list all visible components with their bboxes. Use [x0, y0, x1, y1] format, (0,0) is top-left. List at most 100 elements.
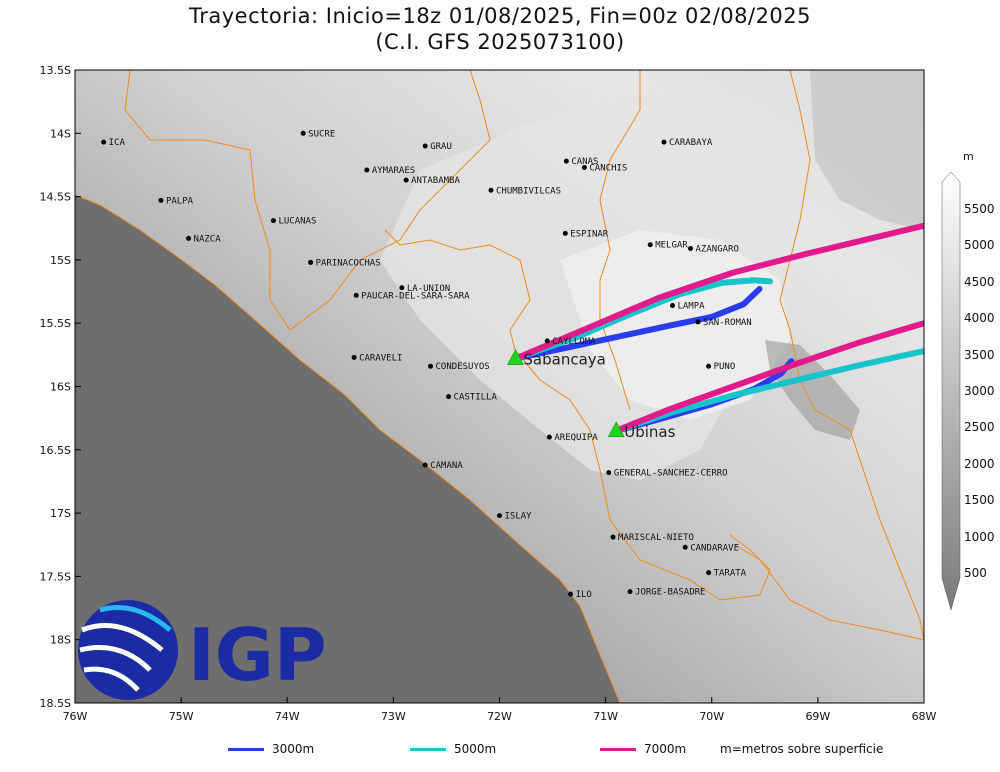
lat-tick-label: 15S — [50, 254, 71, 267]
place-marker — [422, 143, 428, 149]
place-marker — [497, 513, 502, 519]
place-marker — [546, 434, 552, 440]
lat-tick-label: 16S — [50, 381, 71, 394]
place-label: SUCRE — [308, 129, 335, 139]
place-label: PUNO — [714, 362, 736, 372]
igp-logo: IGP — [78, 600, 327, 700]
lat-tick-label: 18S — [50, 634, 71, 647]
lat-tick-label: 15.5S — [40, 317, 71, 330]
place-label: TARATA — [714, 569, 747, 579]
colorbar-label: 5000 — [964, 238, 995, 253]
place-marker — [353, 292, 359, 298]
place-marker — [270, 218, 276, 224]
place-label: CAMANA — [430, 461, 463, 471]
place-marker — [610, 534, 616, 540]
lon-tick-label: 73W — [381, 710, 406, 723]
trajectory-ubinas-7000m — [613, 320, 924, 434]
place-marker — [581, 164, 587, 170]
place-marker — [446, 394, 452, 400]
lat-tick-label: 14S — [50, 127, 71, 140]
place-label: GRAU — [430, 142, 452, 152]
colorbar-label: 4500 — [964, 274, 995, 289]
lat-tick-label: 18.5S — [40, 697, 71, 710]
map-subtitle: (C.I. GFS 2025073100) — [375, 30, 625, 54]
department-boundary — [124, 70, 491, 331]
place-marker — [399, 285, 405, 291]
lat-tick-label: 16.5S — [40, 444, 71, 457]
colorbar-label: 5500 — [964, 202, 995, 216]
place-label: MARISCAL-NIETO — [618, 533, 694, 543]
department-boundary — [384, 229, 771, 601]
place-marker — [488, 187, 494, 193]
place-marker — [364, 167, 370, 173]
place-label: CARABAYA — [669, 138, 713, 148]
place-label: PARINACOCHAS — [316, 258, 381, 268]
place-marker — [422, 462, 428, 468]
volcanoes-layer: Sabancaya Ubinas — [507, 349, 676, 441]
lat-tick-label: 14.5S — [40, 191, 71, 204]
axis-ticks: 76W 75W 74W 73W 72W 71W 70W 69W 68W 13.5S 14S 14.5S… — [40, 64, 937, 723]
place-label: CANDARAVE — [690, 543, 739, 553]
place-label: NAZCA — [194, 234, 222, 244]
place-marker — [351, 354, 357, 360]
volcano-icon — [607, 421, 625, 438]
place-marker — [647, 242, 653, 248]
place-label: CASTILLA — [454, 393, 498, 403]
place-label: LA-UNION — [407, 284, 450, 294]
legend-item-7000: 7000m — [600, 742, 686, 756]
place-label: PAUCAR-DEL-SARA-SARA — [361, 291, 470, 301]
place-marker — [562, 230, 568, 236]
place-label: ESPINAR — [570, 229, 609, 239]
place-marker — [428, 363, 434, 369]
place-marker — [669, 302, 675, 308]
place-marker — [627, 589, 633, 595]
colorbar-label: 1500 — [964, 493, 995, 508]
legend-line — [410, 748, 446, 751]
place-marker — [688, 246, 694, 252]
place-marker — [682, 544, 688, 550]
colorbar-label: 3500 — [964, 347, 995, 362]
place-label: ANTABAMBA — [411, 176, 460, 186]
lon-tick-label: 69W — [805, 710, 830, 723]
lon-tick-label: 70W — [699, 710, 724, 723]
place-label: ILO — [576, 590, 592, 600]
place-label: CANAS — [571, 157, 598, 167]
lon-tick-label: 75W — [169, 710, 194, 723]
place-marker — [606, 470, 612, 476]
colorbar-label: 500 — [964, 566, 987, 580]
colorbar-unit: m — [963, 150, 974, 163]
place-label: PALPA — [166, 196, 194, 206]
volcano-label: Ubinas — [624, 423, 675, 441]
place-marker — [186, 235, 192, 241]
lon-tick-label: 71W — [593, 710, 618, 723]
volcano-label: Sabancaya — [523, 351, 605, 369]
colorbar-label: 2000 — [964, 456, 995, 471]
lon-tick-label: 68W — [912, 710, 937, 723]
trajectory-sabancaya-7000m — [512, 222, 924, 362]
trajectory-sabancaya-3000m — [512, 286, 763, 362]
place-label: GENERAL-SANCHEZ-CERRO — [614, 469, 728, 479]
colorbar-label: 1000 — [964, 529, 995, 544]
lat-tick-label: 17.5S — [40, 570, 71, 583]
trajectories-layer — [512, 222, 924, 434]
place-marker — [544, 338, 550, 344]
lat-tick-label: 17S — [50, 507, 71, 520]
place-label: ICA — [109, 138, 126, 148]
eastern-lowlands — [810, 70, 924, 230]
place-marker — [568, 591, 574, 597]
lon-tick-label: 76W — [63, 710, 88, 723]
colorbar-label: 3000 — [964, 384, 995, 398]
place-marker — [706, 570, 712, 576]
trajectory-sabancaya-5000m — [512, 277, 774, 362]
legend-item-5000: 5000m — [410, 742, 496, 756]
place-label: LAMPA — [677, 301, 705, 311]
place-label: LUCANAS — [278, 217, 316, 227]
lon-tick-label: 74W — [275, 710, 300, 723]
map-title: Trayectoria: Inicio=18z 01/08/2025, Fin=… — [188, 4, 812, 28]
place-label: AYMARAES — [372, 166, 415, 176]
place-label: CAYLLOMA — [552, 337, 596, 347]
legend-note: m=metros sobre superficie — [720, 742, 884, 756]
place-label: CHUMBIVILCAS — [496, 186, 561, 196]
